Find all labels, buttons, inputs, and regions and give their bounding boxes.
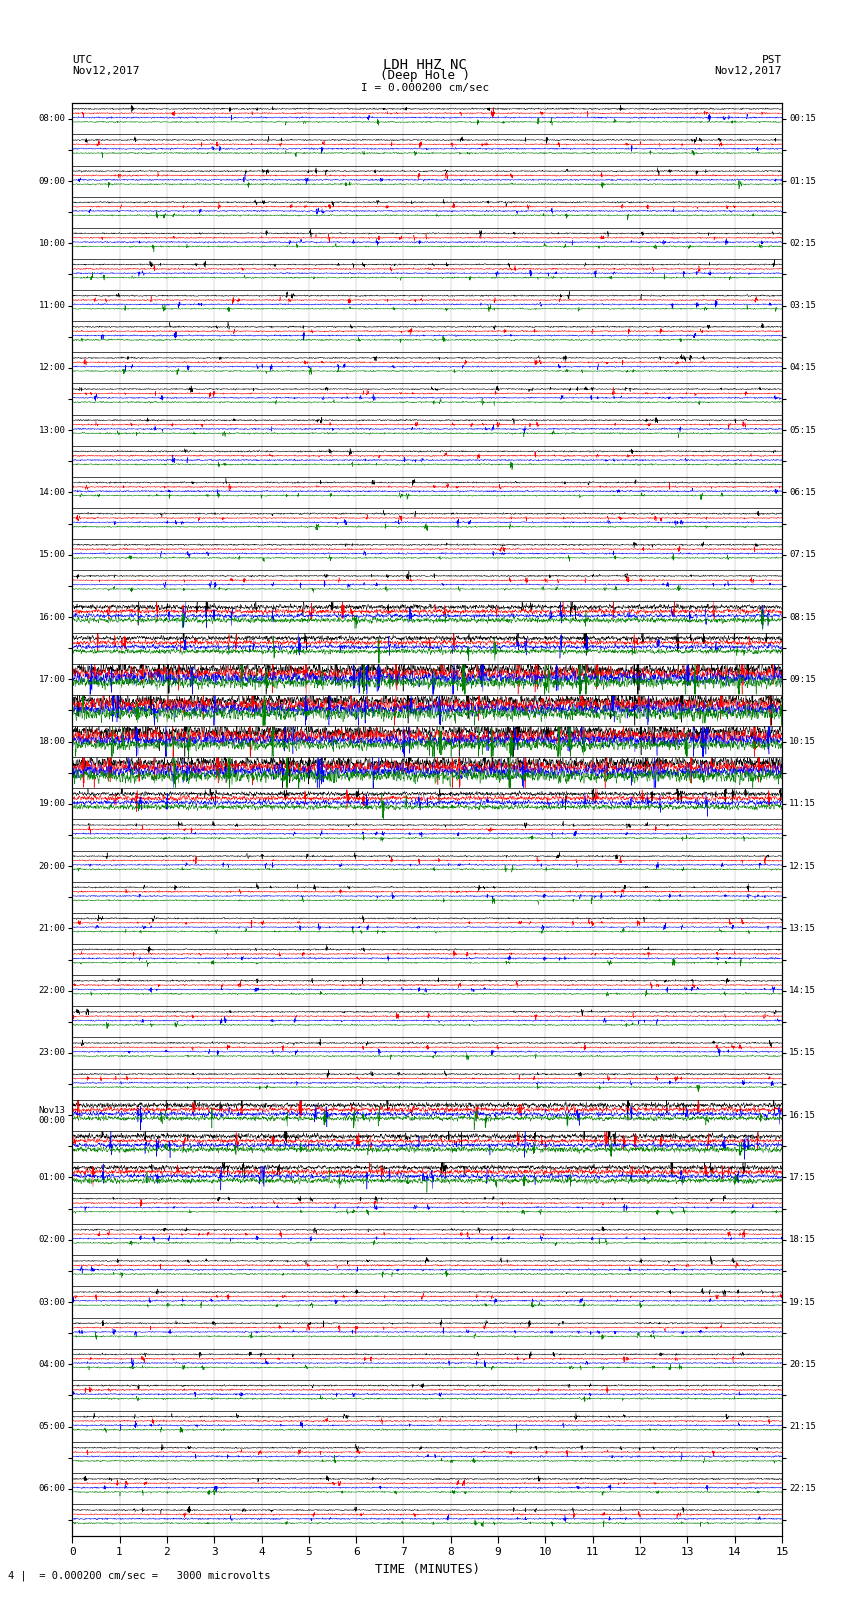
- Text: PST: PST: [762, 55, 782, 65]
- Text: LDH HHZ NC: LDH HHZ NC: [383, 58, 467, 71]
- Text: I = 0.000200 cm/sec: I = 0.000200 cm/sec: [361, 82, 489, 92]
- Text: Nov12,2017: Nov12,2017: [715, 66, 782, 76]
- Text: UTC: UTC: [72, 55, 93, 65]
- Text: (Deep Hole ): (Deep Hole ): [380, 69, 470, 82]
- X-axis label: TIME (MINUTES): TIME (MINUTES): [375, 1563, 479, 1576]
- Text: Nov12,2017: Nov12,2017: [72, 66, 139, 76]
- Text: 4 |  = 0.000200 cm/sec =   3000 microvolts: 4 | = 0.000200 cm/sec = 3000 microvolts: [8, 1569, 271, 1581]
